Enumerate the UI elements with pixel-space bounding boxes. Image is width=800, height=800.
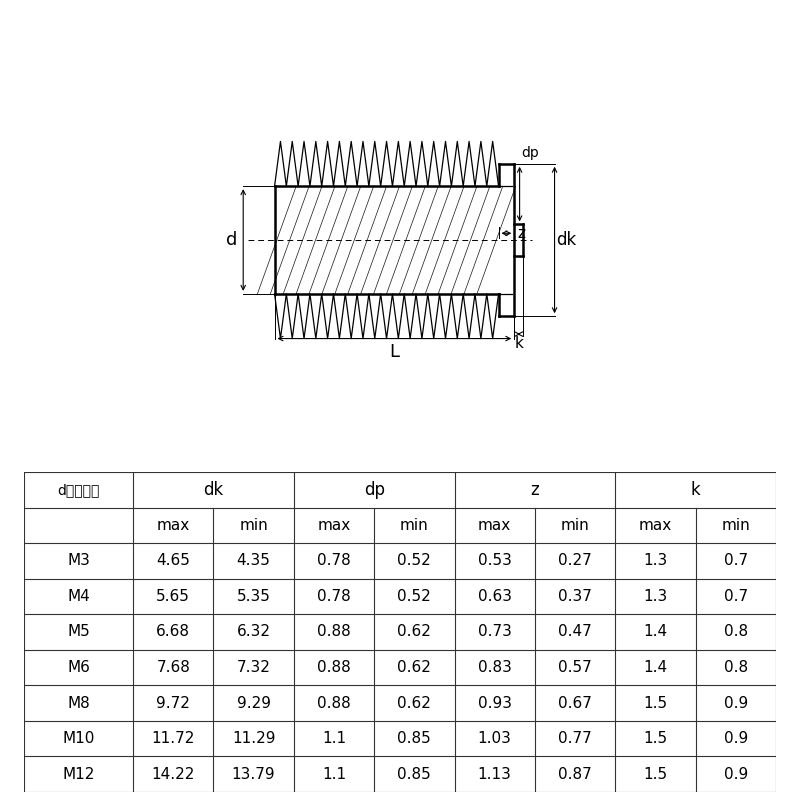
Text: 0.8: 0.8 — [724, 625, 748, 639]
Text: 0.52: 0.52 — [398, 589, 431, 604]
Text: 1.03: 1.03 — [478, 731, 512, 746]
Text: min: min — [561, 518, 590, 533]
Text: 0.37: 0.37 — [558, 589, 592, 604]
Text: 0.88: 0.88 — [317, 696, 351, 710]
Text: 0.73: 0.73 — [478, 625, 512, 639]
Text: 0.62: 0.62 — [398, 696, 431, 710]
Text: 0.9: 0.9 — [724, 731, 748, 746]
Text: 0.78: 0.78 — [317, 589, 351, 604]
Text: 0.62: 0.62 — [398, 625, 431, 639]
Text: M4: M4 — [67, 589, 90, 604]
Text: 1.4: 1.4 — [643, 625, 667, 639]
Text: 1.5: 1.5 — [643, 696, 667, 710]
Text: 0.62: 0.62 — [398, 660, 431, 675]
Text: 0.77: 0.77 — [558, 731, 592, 746]
Text: 1.13: 1.13 — [478, 766, 512, 782]
Text: min: min — [400, 518, 429, 533]
Text: min: min — [239, 518, 268, 533]
Text: 0.67: 0.67 — [558, 696, 592, 710]
Text: 4.35: 4.35 — [237, 554, 270, 568]
Text: 0.27: 0.27 — [558, 554, 592, 568]
Text: 6.68: 6.68 — [156, 625, 190, 639]
Text: max: max — [639, 518, 672, 533]
Text: M8: M8 — [67, 696, 90, 710]
Text: 0.7: 0.7 — [724, 554, 748, 568]
Text: 0.47: 0.47 — [558, 625, 592, 639]
Text: M6: M6 — [67, 660, 90, 675]
Text: 0.78: 0.78 — [317, 554, 351, 568]
Text: 4.65: 4.65 — [156, 554, 190, 568]
Text: 0.83: 0.83 — [478, 660, 512, 675]
Text: 0.85: 0.85 — [398, 766, 431, 782]
Text: k: k — [514, 337, 523, 351]
Text: 0.52: 0.52 — [398, 554, 431, 568]
Text: 1.3: 1.3 — [643, 589, 667, 604]
Text: 0.88: 0.88 — [317, 625, 351, 639]
Text: 1.5: 1.5 — [643, 766, 667, 782]
Text: M12: M12 — [62, 766, 94, 782]
Text: 9.29: 9.29 — [237, 696, 270, 710]
Text: 13.79: 13.79 — [232, 766, 275, 782]
Text: M10: M10 — [62, 731, 94, 746]
Text: 0.57: 0.57 — [558, 660, 592, 675]
Text: 0.93: 0.93 — [478, 696, 512, 710]
Text: 1.1: 1.1 — [322, 766, 346, 782]
Text: min: min — [722, 518, 750, 533]
Text: d螺纹规格: d螺纹规格 — [58, 482, 100, 497]
Text: max: max — [318, 518, 350, 533]
Text: z: z — [530, 481, 539, 498]
Text: 14.22: 14.22 — [151, 766, 195, 782]
Text: max: max — [157, 518, 190, 533]
Text: 0.53: 0.53 — [478, 554, 512, 568]
Text: 0.7: 0.7 — [724, 589, 748, 604]
Text: d: d — [226, 231, 238, 249]
Text: 0.88: 0.88 — [317, 660, 351, 675]
Text: 6.32: 6.32 — [237, 625, 270, 639]
Text: dp: dp — [364, 481, 385, 498]
Text: 0.85: 0.85 — [398, 731, 431, 746]
Text: z: z — [518, 226, 526, 241]
Text: dk: dk — [556, 231, 576, 249]
Text: L: L — [390, 343, 399, 361]
Text: 1.4: 1.4 — [643, 660, 667, 675]
Text: 0.87: 0.87 — [558, 766, 592, 782]
Text: 7.68: 7.68 — [156, 660, 190, 675]
Text: 0.63: 0.63 — [478, 589, 512, 604]
Text: M3: M3 — [67, 554, 90, 568]
Text: 0.9: 0.9 — [724, 766, 748, 782]
Text: 1.5: 1.5 — [643, 731, 667, 746]
Text: 1.3: 1.3 — [643, 554, 667, 568]
Text: max: max — [478, 518, 511, 533]
Text: 0.9: 0.9 — [724, 696, 748, 710]
Text: 9.72: 9.72 — [156, 696, 190, 710]
Text: M5: M5 — [67, 625, 90, 639]
Text: 5.35: 5.35 — [237, 589, 270, 604]
Text: dp: dp — [521, 146, 538, 160]
Text: 0.8: 0.8 — [724, 660, 748, 675]
Text: 11.72: 11.72 — [151, 731, 195, 746]
Text: dk: dk — [203, 481, 223, 498]
Text: 1.1: 1.1 — [322, 731, 346, 746]
Text: 5.65: 5.65 — [156, 589, 190, 604]
Text: 11.29: 11.29 — [232, 731, 275, 746]
Text: k: k — [690, 481, 701, 498]
Text: 7.32: 7.32 — [237, 660, 270, 675]
